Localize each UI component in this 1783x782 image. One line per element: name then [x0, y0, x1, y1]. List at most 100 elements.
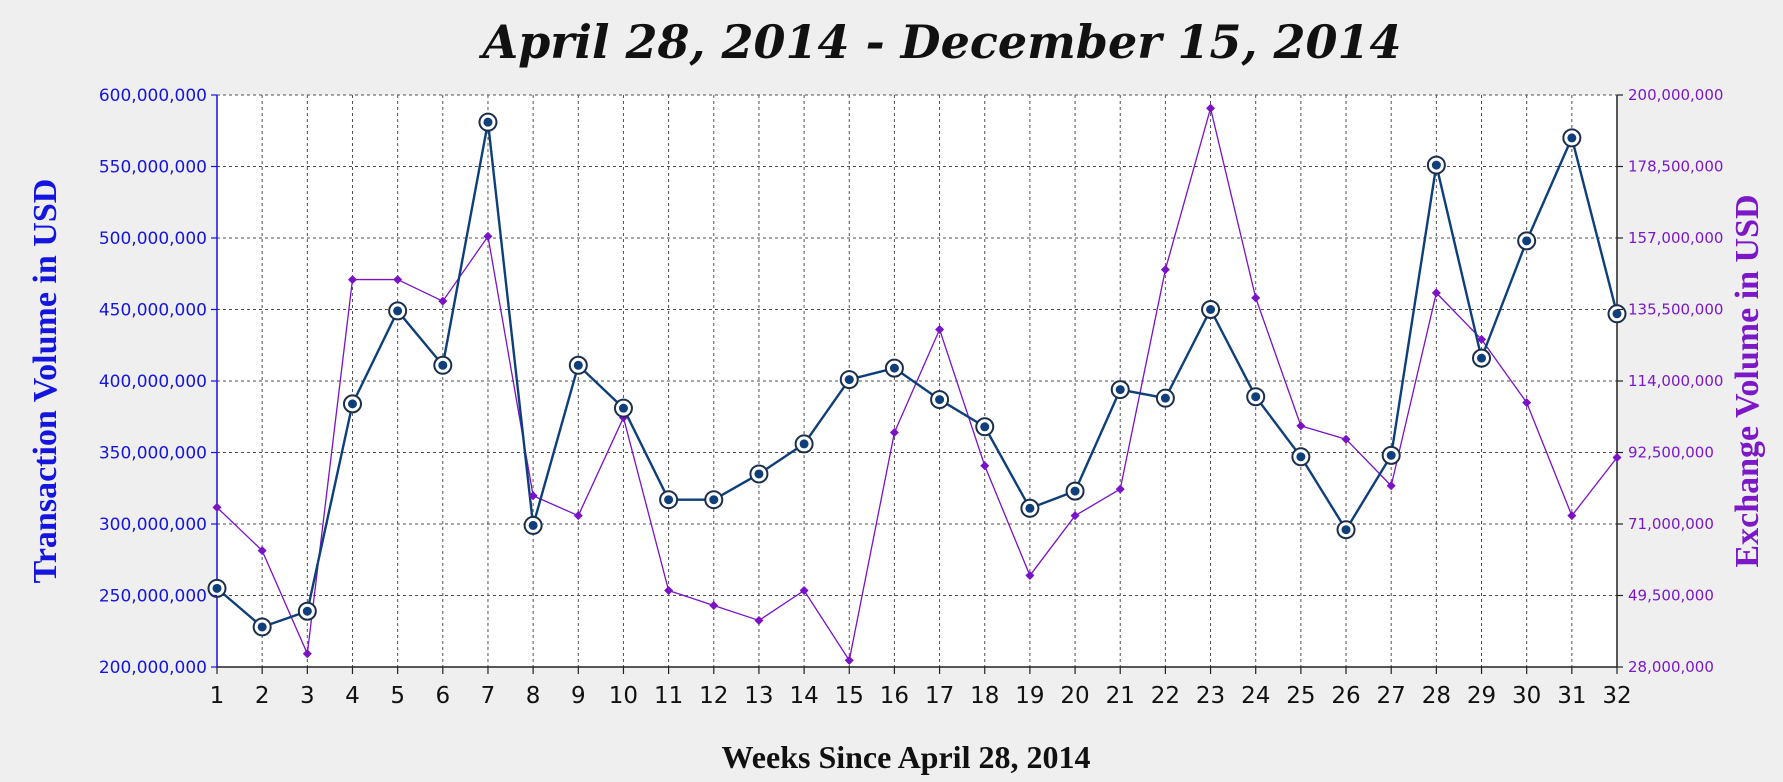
y-right-tick-label: 92,500,000 — [1628, 444, 1714, 462]
transaction-volume-point — [207, 578, 227, 598]
exchange-volume-point — [889, 428, 899, 438]
y-left-tick-label: 500,000,000 — [99, 229, 207, 249]
transaction-volume-point — [1381, 445, 1401, 465]
transaction-point-dot — [1115, 385, 1125, 395]
x-tick-label: 12 — [699, 683, 728, 709]
x-tick-label: 7 — [481, 683, 496, 709]
exchange-volume-point — [528, 491, 538, 501]
transaction-volume-point — [1426, 155, 1446, 175]
exchange-volume-point — [1567, 511, 1577, 521]
x-tick-label: 31 — [1557, 683, 1586, 709]
transaction-volume-point — [1065, 481, 1085, 501]
exchange-volume-point — [1612, 452, 1622, 462]
transaction-point-dot — [1160, 393, 1170, 403]
transaction-point-dot — [483, 117, 493, 127]
x-tick-label: 23 — [1196, 683, 1225, 709]
y-left-tick-label: 200,000,000 — [99, 658, 207, 678]
transaction-volume-point — [1517, 231, 1537, 251]
x-tick-label: 4 — [345, 683, 360, 709]
transaction-volume-point — [884, 358, 904, 378]
transaction-point-dot — [257, 622, 267, 632]
y-left-tick-label: 450,000,000 — [99, 301, 207, 321]
exchange-volume-point — [573, 511, 583, 521]
transaction-point-dot — [1251, 392, 1261, 402]
x-tick-label: 6 — [435, 683, 450, 709]
transaction-volume-point — [1155, 388, 1175, 408]
transaction-point-dot — [889, 363, 899, 373]
y-right-tick-label: 200,000,000 — [1628, 86, 1723, 104]
transaction-point-dot — [1612, 309, 1622, 319]
x-tick-label: 28 — [1422, 683, 1451, 709]
transaction-point-dot — [1386, 450, 1396, 460]
exchange-volume-point — [1386, 481, 1396, 491]
transaction-point-dot — [302, 606, 312, 616]
x-tick-label: 5 — [390, 683, 405, 709]
x-tick-label: 22 — [1151, 683, 1180, 709]
y-right-tick-label: 178,500,000 — [1628, 158, 1723, 176]
exchange-volume-point — [1477, 334, 1487, 344]
y-left-tick-label: 400,000,000 — [99, 372, 207, 392]
transaction-point-dot — [709, 495, 719, 505]
exchange-volume-point — [393, 275, 403, 285]
x-tick-label: 18 — [970, 683, 999, 709]
exchange-volume-point — [844, 655, 854, 665]
y-axis-right-title: Exchange Volume in USD — [1729, 194, 1766, 567]
exchange-volume-point — [438, 296, 448, 306]
x-tick-label: 1 — [210, 683, 225, 709]
transaction-volume-point — [478, 112, 498, 132]
transaction-point-dot — [1296, 452, 1306, 462]
exchange-volume-point — [1115, 484, 1125, 494]
y-right-tick-label: 28,000,000 — [1628, 658, 1714, 676]
y-right-tick-label: 114,000,000 — [1628, 372, 1723, 390]
transaction-volume-point — [342, 394, 362, 414]
transaction-point-dot — [438, 360, 448, 370]
transaction-volume-point — [1336, 520, 1356, 540]
y-left-tick-label: 250,000,000 — [99, 587, 207, 607]
transaction-point-dot — [573, 360, 583, 370]
x-tick-label: 20 — [1060, 683, 1089, 709]
exchange-volume-point — [1522, 398, 1532, 408]
x-tick-label: 9 — [571, 683, 586, 709]
transaction-volume-point — [433, 355, 453, 375]
exchange-volume-point — [1206, 103, 1216, 113]
x-tick-label: 19 — [1015, 683, 1044, 709]
y-left-tick-label: 550,000,000 — [99, 158, 207, 178]
transaction-point-dot — [393, 306, 403, 316]
exchange-volume-point — [212, 502, 222, 512]
x-tick-label: 17 — [925, 683, 954, 709]
exchange-volume-point — [1251, 293, 1261, 303]
transaction-volume-point — [1110, 380, 1130, 400]
transaction-volume-point — [930, 390, 950, 410]
transaction-volume-point — [1607, 304, 1627, 324]
transaction-volume-point — [704, 490, 724, 510]
y-right-tick-label: 49,500,000 — [1628, 587, 1714, 605]
exchange-volume-point — [1025, 571, 1035, 581]
x-axis-title: Weeks Since April 28, 2014 — [722, 739, 1091, 775]
exchange-volume-point — [347, 275, 357, 285]
transaction-point-dot — [1070, 486, 1080, 496]
exchange-volume-point — [709, 600, 719, 610]
y-left-tick-label: 600,000,000 — [99, 86, 207, 106]
transaction-volume-point — [1291, 447, 1311, 467]
transaction-point-dot — [212, 583, 222, 593]
transaction-volume-point — [1020, 498, 1040, 518]
transaction-point-dot — [1522, 236, 1532, 246]
y-left-tick-label: 350,000,000 — [99, 444, 207, 464]
exchange-volume-point — [483, 231, 493, 241]
transaction-point-dot — [1477, 353, 1487, 363]
transaction-volume-point — [568, 355, 588, 375]
x-tick-label: 2 — [255, 683, 270, 709]
exchange-volume-point — [754, 615, 764, 625]
transaction-volume-point — [1472, 348, 1492, 368]
transaction-volume-point — [1246, 387, 1266, 407]
transaction-volume-point — [297, 601, 317, 621]
x-tick-label: 21 — [1106, 683, 1135, 709]
exchange-volume-point — [1341, 434, 1351, 444]
transaction-volume-point — [975, 417, 995, 437]
transaction-volume-point — [839, 370, 859, 390]
transaction-volume-point — [523, 515, 543, 535]
transaction-volume-point — [388, 301, 408, 321]
x-tick-label: 25 — [1286, 683, 1315, 709]
